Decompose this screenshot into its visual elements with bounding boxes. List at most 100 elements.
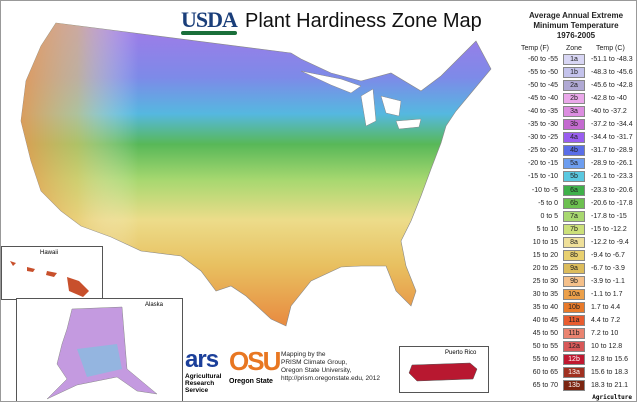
legend-zone-swatch: 6b <box>563 197 585 209</box>
legend-temp-c: -26.1 to -23.3 <box>591 173 633 181</box>
legend-zone-swatch: 1a <box>563 54 585 65</box>
legend-row: -45 to -40 2b -42.8 to -40 <box>516 93 636 105</box>
legend-temp-c: -9.4 to -6.7 <box>591 251 625 259</box>
legend-temp-f: 5 to 10 <box>536 225 558 233</box>
legend-temp-c: -6.7 to -3.9 <box>591 264 625 272</box>
legend-zone-swatch: 7b <box>563 223 585 235</box>
legend-row: 35 to 40 10b 1.7 to 4.4 <box>516 301 636 314</box>
legend-row: 10 to 15 8a -12.2 to -9.4 <box>516 236 636 249</box>
legend-temp-f: 30 to 35 <box>532 290 558 298</box>
legend-temp-f: -20 to -15 <box>528 160 558 168</box>
legend-zone-swatch: 8b <box>563 249 585 261</box>
legend-temp-c: 1.7 to 4.4 <box>591 303 621 311</box>
legend-temp-c: -1.1 to 1.7 <box>591 290 623 298</box>
page-title: Plant Hardiness Zone Map <box>245 10 482 32</box>
legend-row: -20 to -15 5a -28.9 to -26.1 <box>516 158 636 170</box>
ars-name: Agricultural Research Service <box>185 373 222 394</box>
legend-row: 20 to 25 9a -6.7 to -3.9 <box>516 262 636 275</box>
legend-zone-swatch: 6a <box>563 184 585 196</box>
legend-row: 30 to 35 10a -1.1 to 1.7 <box>516 288 636 301</box>
agriculture-footer: Agriculture <box>592 394 632 401</box>
legend-temp-c: -23.3 to -20.6 <box>591 186 633 194</box>
legend-col-f: Temp (F) <box>521 45 549 52</box>
legend-temp-f: 20 to 25 <box>532 264 558 272</box>
contiguous-us <box>20 22 492 327</box>
legend-zone-swatch: 9b <box>563 275 585 287</box>
osu-name: Oregon State <box>229 378 273 385</box>
legend-temp-f: -30 to -25 <box>528 134 558 142</box>
legend-zone-swatch: 13a <box>563 367 585 379</box>
legend-row: 0 to 5 7a -17.8 to -15 <box>516 210 636 223</box>
legend-temp-c: 12.8 to 15.6 <box>591 356 628 364</box>
legend-temp-c: 4.4 to 7.2 <box>591 317 621 324</box>
legend-row: 40 to 45 11a 4.4 to 7.2 <box>516 315 636 327</box>
ars-logo: ars <box>185 346 219 373</box>
osu-logo: OSU <box>229 346 281 376</box>
legend-temp-f: -10 to -5 <box>531 186 558 194</box>
legend-temp-f: 10 to 15 <box>532 238 558 246</box>
legend-temp-f: -60 to -55 <box>528 56 558 63</box>
legend-temp-c: -37.2 to -34.4 <box>591 121 633 129</box>
legend-temp-f: -5 to 0 <box>538 199 558 207</box>
legend-row: -30 to -25 4a -34.4 to -31.7 <box>516 132 636 144</box>
legend-row: 65 to 70 13b 18.3 to 21.1 <box>516 380 636 392</box>
legend-temp-f: 55 to 60 <box>532 356 558 364</box>
legend-row: -60 to -55 1a -51.1 to -48.3 <box>516 54 636 66</box>
legend-temp-c: -17.8 to -15 <box>591 212 627 220</box>
legend-zone-swatch: 4a <box>563 132 585 144</box>
legend-temp-c: -20.6 to -17.8 <box>591 199 633 207</box>
legend-temp-f: -15 to -10 <box>528 173 558 181</box>
legend-temp-f: -35 to -30 <box>528 121 558 129</box>
legend-row: 5 to 10 7b -15 to -12.2 <box>516 223 636 236</box>
legend-temp-f: 65 to 70 <box>532 382 558 390</box>
legend-zone-swatch: 3a <box>563 106 585 118</box>
legend-temp-c: -31.7 to -28.9 <box>591 147 633 155</box>
legend-row: -15 to -10 5b -26.1 to -23.3 <box>516 171 636 183</box>
zone-legend: Average Annual Extreme Minimum Temperatur… <box>516 11 636 392</box>
legend-temp-c: -34.4 to -31.7 <box>591 134 633 142</box>
legend-zone-swatch: 5a <box>563 158 585 170</box>
legend-temp-f: 50 to 55 <box>532 343 558 351</box>
legend-temp-f: -55 to -50 <box>528 69 558 77</box>
legend-temp-c: 10 to 12.8 <box>591 343 623 351</box>
legend-row: -40 to -35 3a -40 to -37.2 <box>516 106 636 118</box>
legend-row: -5 to 0 6b -20.6 to -17.8 <box>516 197 636 210</box>
legend-zone-swatch: 8a <box>563 236 585 248</box>
legend-zone-swatch: 11b <box>563 328 585 340</box>
legend-row: 55 to 60 12b 12.8 to 15.6 <box>516 354 636 366</box>
legend-zone-swatch: 2a <box>563 80 585 92</box>
legend-row: 15 to 20 8b -9.4 to -6.7 <box>516 249 636 262</box>
legend-zone-swatch: 5b <box>563 171 585 183</box>
legend-temp-c: -15 to -12.2 <box>591 225 627 233</box>
legend-temp-c: 7.2 to 10 <box>591 330 619 338</box>
legend-temp-f: 40 to 45 <box>532 317 558 324</box>
legend-title: Average Annual Extreme Minimum Temperatur… <box>528 11 624 40</box>
legend-zone-swatch: 11a <box>563 315 585 326</box>
alaska-inset: Alaska <box>16 298 183 401</box>
great-lakes <box>300 70 422 130</box>
legend-temp-f: -45 to -40 <box>528 95 558 103</box>
legend-row: 60 to 65 13a 15.6 to 18.3 <box>516 367 636 379</box>
hawaii-inset: Hawaii <box>1 246 103 300</box>
credits: Mapping by the PRISM Climate Group, Oregon… <box>281 351 381 382</box>
legend-zone-swatch: 7a <box>563 210 585 222</box>
alaska-label: Alaska <box>145 302 164 308</box>
legend-row: -50 to -45 2a -45.6 to -42.8 <box>516 80 636 92</box>
legend-row: -55 to -50 1b -48.3 to -45.6 <box>516 67 636 79</box>
legend-zone-swatch: 10b <box>563 301 585 313</box>
legend-row: 25 to 30 9b -3.9 to -1.1 <box>516 275 636 288</box>
legend-row: 50 to 55 12a 10 to 12.8 <box>516 341 636 353</box>
legend-zone-swatch: 3b <box>563 119 585 131</box>
usda-logo: USDA <box>181 7 238 35</box>
legend-row: 45 to 50 11b 7.2 to 10 <box>516 328 636 340</box>
legend-col-c: Temp (C) <box>596 45 625 52</box>
legend-zone-swatch: 10a <box>563 288 585 300</box>
legend-row: -25 to -20 4b -31.7 to -28.9 <box>516 145 636 157</box>
legend-temp-f: -25 to -20 <box>528 147 558 155</box>
legend-zone-swatch: 12a <box>563 341 585 353</box>
legend-temp-c: -51.1 to -48.3 <box>591 56 633 63</box>
legend-temp-c: 18.3 to 21.1 <box>591 382 628 390</box>
legend-temp-f: 15 to 20 <box>532 251 558 259</box>
legend-temp-f: 45 to 50 <box>532 330 558 338</box>
